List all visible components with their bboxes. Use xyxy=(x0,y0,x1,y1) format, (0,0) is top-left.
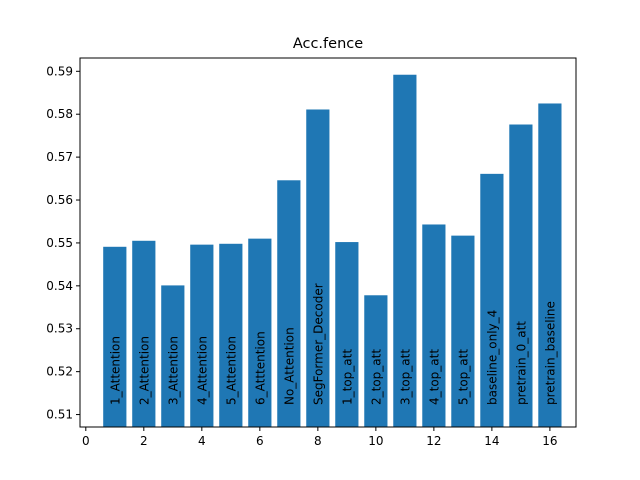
bar xyxy=(335,242,359,427)
y-tick-label: 0.56 xyxy=(46,193,73,207)
x-tick-label: 4 xyxy=(198,434,206,448)
bar-label: 2_top_att xyxy=(369,349,383,405)
bar-label: 1_top_att xyxy=(340,349,354,405)
bar-label: 5_top_att xyxy=(456,349,470,405)
bar xyxy=(132,240,156,427)
y-tick-label: 0.59 xyxy=(46,64,73,78)
bar-label: 3_top_att xyxy=(398,349,412,405)
bar-label: 4_Attention xyxy=(195,336,209,405)
bar-label: pretrain_baseline xyxy=(543,301,557,405)
bar xyxy=(451,235,475,427)
y-tick-label: 0.54 xyxy=(46,279,73,293)
x-tick-label: 0 xyxy=(82,434,90,448)
bar-label: baseline_only_4 xyxy=(485,310,499,405)
bar xyxy=(422,224,446,427)
y-tick-label: 0.55 xyxy=(46,236,73,250)
bar-label: 4_top_att xyxy=(427,349,441,405)
plot-frame xyxy=(79,57,577,428)
bar xyxy=(161,285,185,427)
x-tick-label: 8 xyxy=(314,434,322,448)
bar xyxy=(306,109,330,427)
bar-labels-group: 1_Attention 2_Attention 3_Attention 4_Atten… xyxy=(108,283,557,405)
bars-group xyxy=(103,74,562,428)
bar-label: 6_Atttention xyxy=(253,331,267,405)
y-tick-label: 0.53 xyxy=(46,322,73,336)
bar-label: pretrain_0_att xyxy=(514,321,528,405)
bar xyxy=(480,173,504,427)
y-axis: 0.51 0.52 0.53 0.54 0.55 0.56 0.57 0.58 0.59 xyxy=(46,64,80,422)
bar xyxy=(393,74,417,428)
bar xyxy=(219,243,243,427)
bar-label: 2_Attention xyxy=(137,336,151,405)
chart-title: Acc.fence xyxy=(293,36,363,52)
x-tick-label: 6 xyxy=(256,434,264,448)
bar xyxy=(509,124,533,428)
bar xyxy=(277,180,301,427)
x-tick-label: 16 xyxy=(542,434,557,448)
bar xyxy=(248,238,272,427)
y-tick-label: 0.51 xyxy=(46,408,73,422)
y-tick-label: 0.58 xyxy=(46,107,73,121)
x-tick-label: 2 xyxy=(140,434,148,448)
y-tick-label: 0.52 xyxy=(46,365,73,379)
bar xyxy=(364,295,388,427)
bar xyxy=(538,103,562,428)
bar-label: SegFormer_Decoder xyxy=(311,283,325,405)
x-tick-label: 12 xyxy=(426,434,441,448)
bar xyxy=(103,246,127,427)
bar-label: 5_Attention xyxy=(224,336,238,405)
bar-label: No_Attention xyxy=(282,327,296,405)
x-axis: 0 2 4 6 8 10 12 14 16 xyxy=(82,427,558,448)
y-tick-label: 0.57 xyxy=(46,150,73,164)
x-tick-label: 14 xyxy=(484,434,499,448)
bar xyxy=(190,244,214,427)
x-tick-label: 10 xyxy=(368,434,383,448)
bar-label: 3_Attention xyxy=(166,336,180,405)
bar-label: 1_Attention xyxy=(108,336,122,405)
